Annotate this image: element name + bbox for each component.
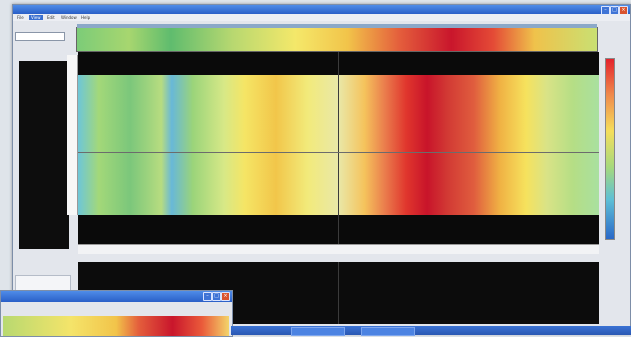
menu-file[interactable]: File <box>17 15 24 20</box>
minimize-icon[interactable]: – <box>203 292 212 301</box>
secondary-overview-strip <box>3 316 229 336</box>
menu-view[interactable]: View <box>29 15 43 20</box>
secondary-window[interactable]: – □ × <box>0 290 233 337</box>
mode-select[interactable] <box>15 32 65 41</box>
menu-help[interactable]: Help <box>81 15 91 20</box>
side-profile-view <box>19 61 69 249</box>
cursor-horizontal-line[interactable] <box>78 152 599 153</box>
left-panel <box>13 21 75 333</box>
close-icon[interactable]: × <box>221 292 230 301</box>
title-bar[interactable]: – □ × <box>13 5 630 15</box>
menu-window[interactable]: Window <box>61 15 77 20</box>
cursor-vertical-line[interactable] <box>338 52 339 244</box>
taskbar <box>231 326 631 336</box>
secondary-title-bar[interactable]: – □ × <box>1 291 232 302</box>
maximize-icon[interactable]: □ <box>212 292 221 301</box>
menu-bar: File View Edit Window Help <box>13 14 630 21</box>
color-scale-bar <box>605 58 615 240</box>
overview-strip[interactable] <box>76 24 598 52</box>
depth-ruler <box>67 55 78 215</box>
x-axis <box>78 244 599 254</box>
spectrogram-view[interactable] <box>78 52 599 244</box>
lower-cursor-line[interactable] <box>338 262 339 324</box>
menu-edit[interactable]: Edit <box>47 15 55 20</box>
